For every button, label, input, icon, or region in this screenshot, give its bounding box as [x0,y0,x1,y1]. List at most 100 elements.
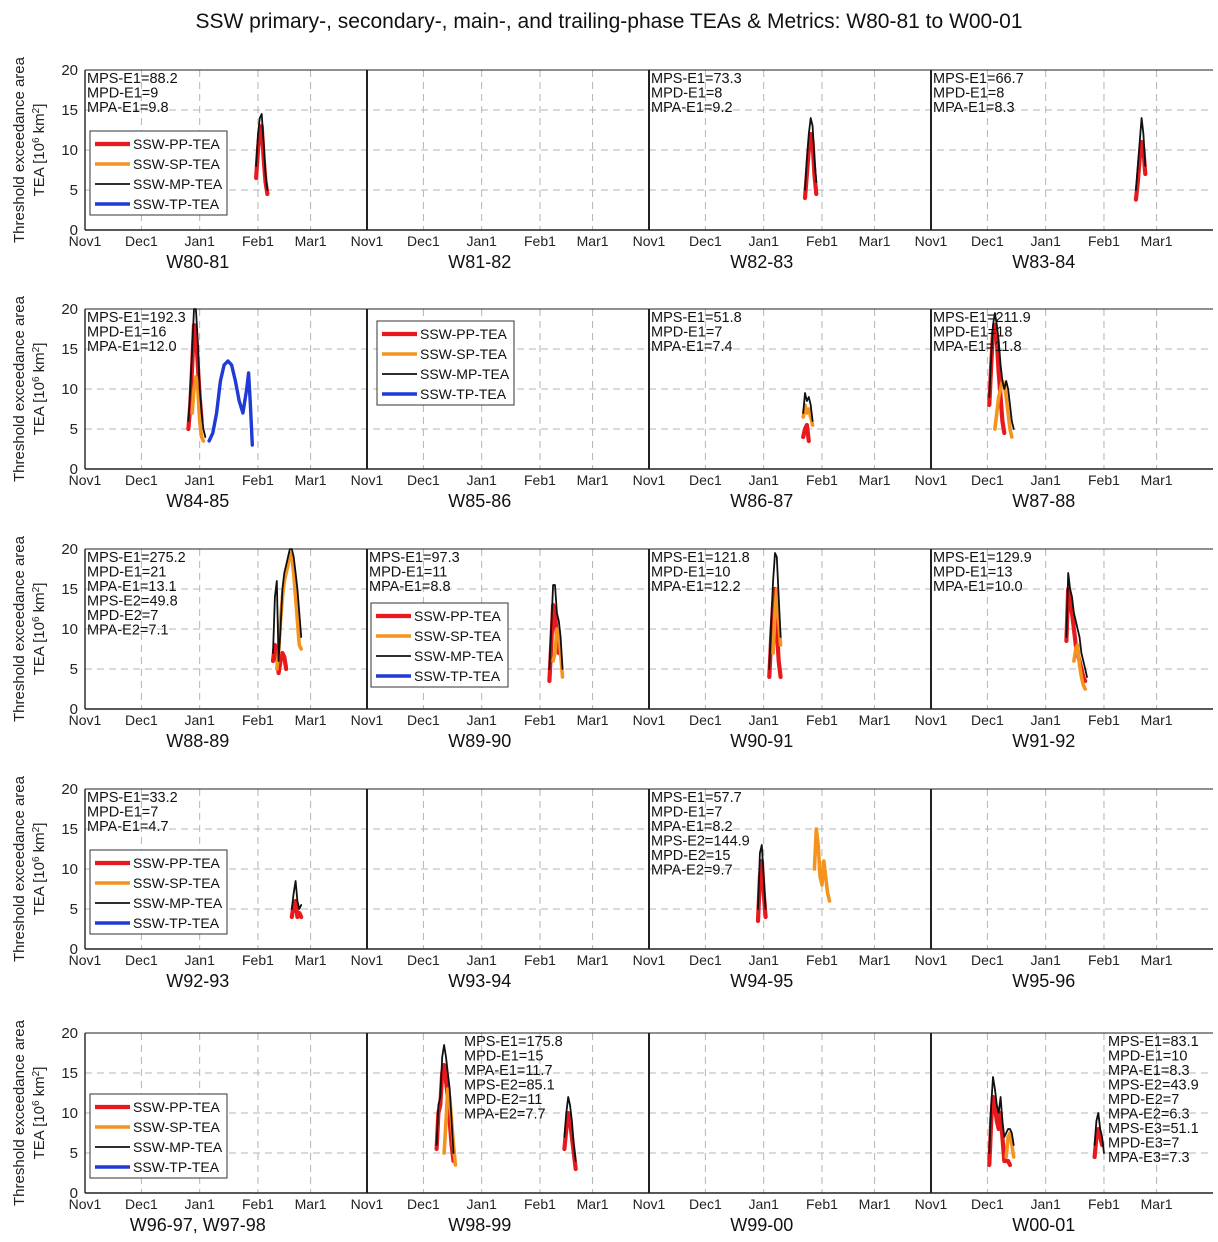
winter-label: W80-81 [166,252,229,272]
y-axis-label-part: ] [31,343,48,347]
data-point-mp [266,189,268,191]
data-point-sp [1009,428,1011,430]
metric-label: MPS-E2=49.8 [87,594,178,610]
data-point-mp [1086,676,1088,678]
data-point-mp [1013,1144,1015,1146]
data-point-pp [768,676,770,678]
x-tick-label: Dec1 [689,1196,722,1212]
winter-label: W83-84 [1012,252,1075,272]
data-point-tp [248,372,250,374]
y-axis-label-part: 2 [31,826,42,832]
y-tick-label: 15 [61,581,78,598]
data-point-pp [1073,628,1075,630]
legend: SSW-PP-TEA SSW-SP-TEA SSW-MP-TEA SSW-TP-TEA [89,849,228,935]
x-tick-label: Dec1 [689,233,722,249]
y-axis-label-line2: TEA [106 km2] [31,104,49,197]
data-point-pp [1065,640,1067,642]
data-point-pp [281,652,283,654]
data-point-sp [812,424,814,426]
x-tick-label: Nov1 [69,712,102,728]
y-axis-label-part: TEA [10 [31,1106,48,1159]
data-point-mp [815,181,817,183]
data-point-mp [548,668,551,670]
winter-panel: Nov1 Dec1 Jan1 Feb1 Mar1 W83-84 MPS-E1=66.7MPD… [915,70,1173,272]
x-tick-label: Feb1 [806,233,838,249]
data-point-sp [1078,664,1081,666]
data-point-pp [1097,1128,1099,1130]
data-point-pp [283,656,285,658]
legend-label-pp: SSW-PP-TEA [420,326,508,342]
x-tick-label: Nov1 [69,952,102,968]
x-tick-label: Nov1 [633,952,666,968]
x-tick-label: Feb1 [242,712,274,728]
x-tick-label: Feb1 [524,712,556,728]
y-axis-label: Threshold exceedance area TEA [106 km2] [11,56,48,243]
metric-label: MPD-E3=7 [1108,1136,1179,1152]
data-point-sp [780,644,782,646]
metric-label: MPS-E1=51.8 [651,310,742,326]
x-tick-label: Dec1 [971,952,1004,968]
data-point-pp [757,920,759,922]
x-tick-label: Dec1 [971,233,1004,249]
metric-label: MPD-E1=15 [464,1049,543,1065]
data-point-sp [1082,684,1084,686]
data-point-pp [296,916,298,918]
y-tick-label: 15 [61,1065,78,1082]
winter-label: W99-00 [730,1215,793,1235]
data-point-mp [1007,388,1009,390]
data-point-mp [293,556,295,558]
data-point-mp [560,636,562,638]
data-point-mp [1073,612,1075,614]
data-point-mp [204,436,206,438]
x-tick-label: Nov1 [915,1196,948,1212]
series-sp [812,827,832,903]
x-tick-label: Jan1 [1031,1196,1062,1212]
data-point-mp [575,1160,577,1162]
winter-label: W90-91 [730,731,793,751]
data-point-mp [199,388,201,390]
winter-panel: Nov1 Dec1 Jan1 Feb1 Mar1 W89-90 MPS-E1=97.3MPD… [351,549,609,751]
x-tick-label: Mar1 [577,472,609,488]
x-tick-label: Dec1 [125,1196,158,1212]
legend: SSW-PP-TEA SSW-SP-TEA SSW-MP-TEA SSW-TP-TEA [89,1093,228,1179]
data-point-sp [1007,1136,1009,1138]
metric-label: MPD-E1=9 [87,86,158,102]
data-point-pp [996,340,998,342]
data-point-sp [454,1164,456,1166]
data-point-mp [1139,141,1141,143]
x-tick-label: Dec1 [689,952,722,968]
data-point-sp [776,588,778,590]
data-point-sp [554,652,556,654]
data-point-mp [1000,1096,1002,1098]
y-axis-label-part: TEA [10 [31,382,48,435]
data-point-mp [563,1136,566,1138]
data-point-mp [813,157,816,159]
metric-label: MPS-E1=88.2 [87,71,178,87]
data-point-sp [195,376,197,378]
data-point-sp [447,1088,449,1090]
x-tick-label: Mar1 [577,712,609,728]
y-axis-label-part: 6 [31,137,42,143]
data-point-pp [266,193,268,195]
series-line-tp [207,359,254,447]
data-point-mp [187,420,189,422]
data-point-mp [1137,165,1139,167]
x-tick-label: Feb1 [242,952,274,968]
metric-label: MPD-E1=18 [933,325,1012,341]
legend-label-mp: SSW-MP-TEA [133,895,223,911]
x-tick-label: Feb1 [1088,952,1120,968]
winter-label: W95-96 [1012,971,1075,991]
data-point-mp [996,1104,998,1106]
data-point-pp [285,668,287,670]
y-tick-label: 5 [70,661,78,678]
legend-label-tp: SSW-TP-TEA [420,386,507,402]
x-tick-label: Mar1 [859,952,891,968]
series-line-mp [802,392,814,422]
data-point-sp [808,408,810,410]
y-axis-label-line1: Threshold exceedance area [11,56,28,243]
metric-label: MPA-E2=7.1 [87,623,169,639]
data-point-mp [1003,388,1005,390]
data-point-pp [300,916,302,918]
x-tick-label: Feb1 [1088,712,1120,728]
data-point-pp [996,1120,998,1122]
